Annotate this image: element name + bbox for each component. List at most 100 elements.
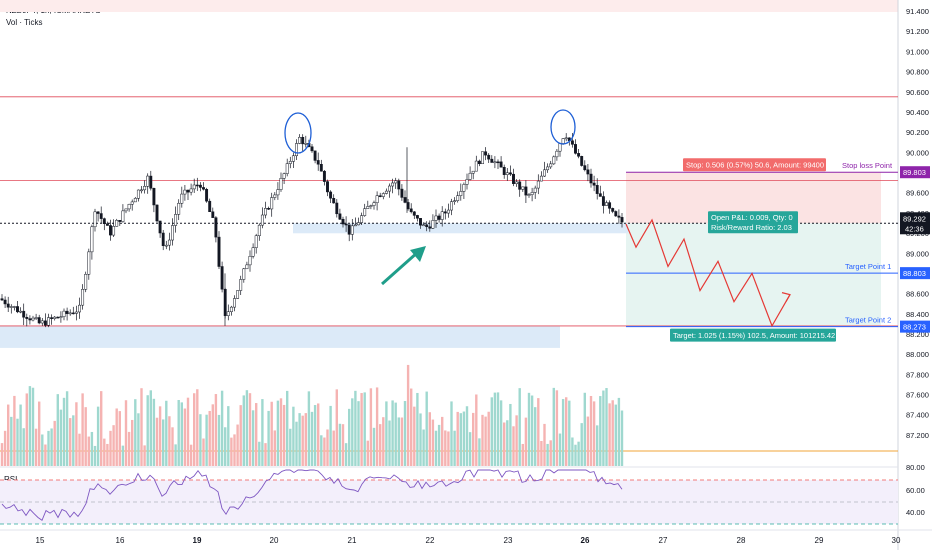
candle-body xyxy=(282,173,286,179)
price-tick-label: 88.000 xyxy=(906,350,929,359)
candle-body xyxy=(118,220,122,222)
volume-bar xyxy=(313,405,317,466)
current-price-label: 89.292 xyxy=(903,214,926,223)
candle-body xyxy=(347,224,351,235)
candle-body xyxy=(285,163,289,174)
candle-body xyxy=(381,193,385,197)
candle-body xyxy=(288,161,292,164)
candle-body xyxy=(344,223,348,226)
volume-bar xyxy=(233,434,236,466)
volume-bar xyxy=(270,401,273,466)
volume-bar xyxy=(565,397,568,466)
volume-bar xyxy=(16,418,19,466)
candle-body xyxy=(136,189,140,199)
candle-body xyxy=(332,197,336,204)
volume-bar xyxy=(447,431,450,466)
volume-bar xyxy=(295,421,298,466)
volume-bar xyxy=(251,410,255,466)
price-tick-label: 87.200 xyxy=(906,431,929,440)
volume-bar xyxy=(568,400,571,466)
volume-bar xyxy=(53,420,56,466)
candle-body xyxy=(180,193,184,204)
price-tick-label: 90.800 xyxy=(906,68,929,77)
time-tick-label: 15 xyxy=(36,536,45,545)
candle-body xyxy=(140,189,143,192)
rsi-label: RSI xyxy=(4,475,18,484)
volume-bar xyxy=(614,404,617,466)
candle-body xyxy=(549,163,553,168)
candle-body xyxy=(208,200,212,213)
pl-line-2: Risk/Reward Ratio: 2.03 xyxy=(711,223,792,232)
volume-bar xyxy=(19,404,22,466)
volume-bar xyxy=(456,411,459,466)
volume-bar xyxy=(388,420,391,466)
candle-body xyxy=(16,306,19,313)
candle-body xyxy=(326,181,329,193)
volume-bar xyxy=(546,443,549,466)
volume-bar xyxy=(189,444,193,466)
volume-bar xyxy=(558,433,562,466)
price-tick-label: 91.000 xyxy=(906,47,929,56)
candle-body xyxy=(260,214,264,226)
candle-body xyxy=(580,156,584,166)
candle-body xyxy=(552,156,556,165)
candle-body xyxy=(415,215,419,219)
candle-body xyxy=(68,312,72,315)
volume-bar xyxy=(524,417,528,466)
volume-bar xyxy=(379,424,382,466)
volume-bar xyxy=(475,394,478,466)
price-tick-label: 88.600 xyxy=(906,290,929,299)
volume-bar xyxy=(205,414,208,466)
volume-bar xyxy=(59,409,63,466)
volume-bar xyxy=(611,400,614,466)
volume-bar xyxy=(112,425,115,466)
candle-body xyxy=(428,226,432,229)
volume-bar xyxy=(419,413,422,466)
volume-bar xyxy=(332,430,335,466)
target-2-label: Target Point 2 xyxy=(845,316,891,325)
volume-bar xyxy=(338,423,342,466)
volume-indicator-label: Vol · Ticks xyxy=(6,18,43,27)
volume-bar xyxy=(326,429,329,466)
volume-bar xyxy=(515,415,518,466)
volume-bar xyxy=(236,424,239,466)
candle-body xyxy=(589,173,593,184)
volume-bar xyxy=(351,398,354,466)
volume-bar xyxy=(487,411,490,466)
volume-bar xyxy=(168,416,171,466)
volume-bar xyxy=(171,427,174,466)
volume-bar xyxy=(180,402,183,466)
price-badge xyxy=(900,267,930,280)
candle-body xyxy=(214,217,218,238)
volume-bar xyxy=(363,392,366,466)
candle-body xyxy=(202,187,205,190)
price-tick-label: 90.200 xyxy=(906,128,929,137)
candle-body xyxy=(102,218,106,224)
candle-body xyxy=(496,161,500,164)
candle-body xyxy=(564,137,568,140)
volume-bar xyxy=(34,428,38,466)
rsi-top-tick: 80.00 xyxy=(906,463,925,472)
price-tick-label: 88.200 xyxy=(906,330,929,339)
candle-body xyxy=(3,299,7,305)
volume-bar xyxy=(276,400,280,466)
candle-body xyxy=(462,184,466,192)
candle-body xyxy=(127,203,131,210)
volume-bar xyxy=(22,428,25,466)
candle-body xyxy=(229,306,233,312)
volume-bar xyxy=(224,427,227,466)
candle-body xyxy=(499,161,503,168)
price-tick-label: 91.400 xyxy=(906,7,929,16)
rsi-tick-label: 40.00 xyxy=(906,508,925,517)
candle-body xyxy=(592,182,596,186)
candle-body xyxy=(490,158,494,163)
volume-bar xyxy=(124,400,128,466)
time-tick-label: 26 xyxy=(581,536,590,545)
volume-bar xyxy=(323,437,326,466)
time-tick-label: 27 xyxy=(659,536,668,545)
candle-body xyxy=(484,151,488,156)
candle-body xyxy=(357,222,360,226)
volume-bar xyxy=(310,411,314,466)
